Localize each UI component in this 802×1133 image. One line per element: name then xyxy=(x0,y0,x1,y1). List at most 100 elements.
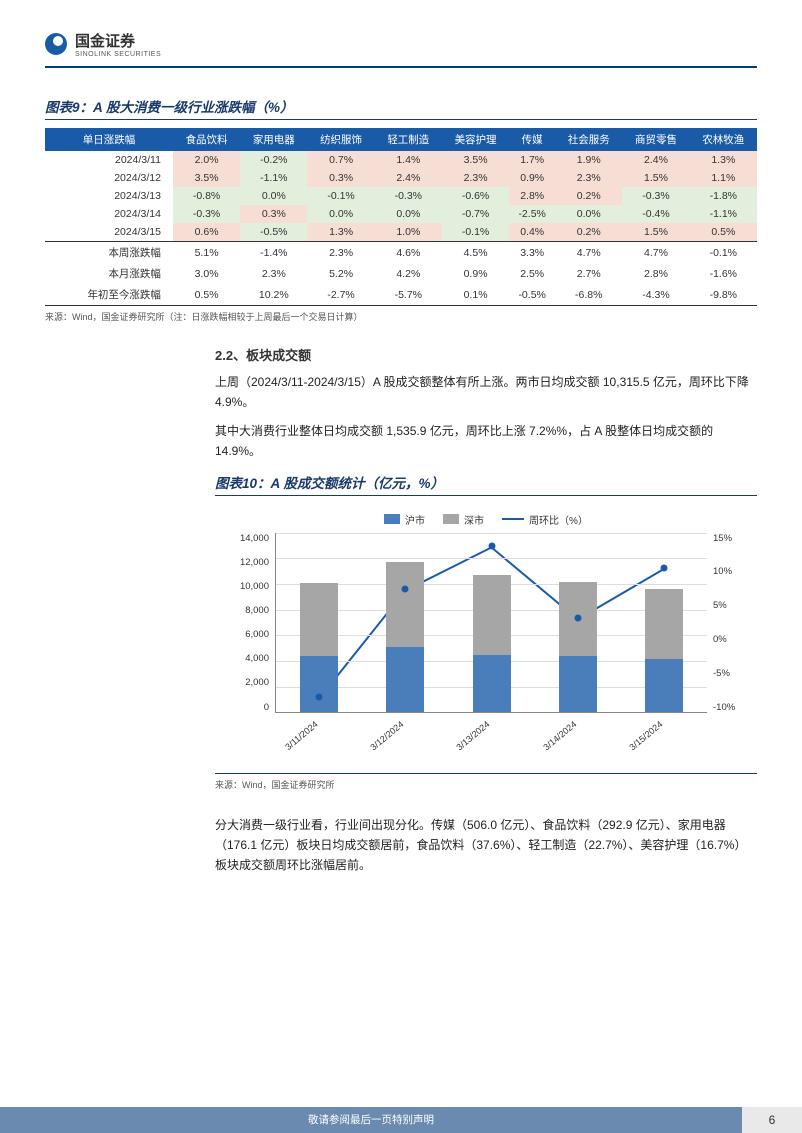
brand-cn: 国金证券 xyxy=(75,30,161,51)
brand-en: SINOLINK SECURITIES xyxy=(75,51,161,58)
data-cell: 3.5% xyxy=(442,151,509,169)
data-cell: 0.6% xyxy=(173,223,240,242)
data-cell: 1.5% xyxy=(622,223,689,242)
bar-hu xyxy=(300,656,338,711)
bar-hu xyxy=(645,659,683,712)
data-cell: 2.3% xyxy=(442,169,509,187)
data-cell: 0.3% xyxy=(240,205,307,223)
data-cell: 1.0% xyxy=(375,223,442,242)
data-cell: -2.7% xyxy=(307,284,374,306)
footer-page-number: 6 xyxy=(742,1107,802,1133)
data-cell: 0.2% xyxy=(555,187,622,205)
data-cell: 4.5% xyxy=(442,242,509,264)
x-tick-label: 3/13/2024 xyxy=(455,719,492,752)
line-point xyxy=(402,586,409,593)
table9-header-cell: 传媒 xyxy=(509,128,555,151)
row-label: 本周涨跌幅 xyxy=(45,242,173,264)
data-cell: 2.3% xyxy=(555,169,622,187)
row-label: 2024/3/13 xyxy=(45,187,173,205)
data-cell: 3.5% xyxy=(173,169,240,187)
data-cell: 5.2% xyxy=(307,263,374,284)
table-summary-row: 年初至今涨跌幅0.5%10.2%-2.7%-5.7%0.1%-0.5%-6.8%… xyxy=(45,284,757,306)
line-point xyxy=(660,564,667,571)
table9-header-cell: 纺织服饰 xyxy=(307,128,374,151)
table-row: 2024/3/14-0.3%0.3%0.0%0.0%-0.7%-2.5%0.0%… xyxy=(45,205,757,223)
y-left-tick: 2,000 xyxy=(225,677,269,688)
data-cell: -0.6% xyxy=(442,187,509,205)
data-cell: 0.5% xyxy=(690,223,757,242)
x-tick-label: 3/11/2024 xyxy=(283,719,320,752)
y-right-tick: -5% xyxy=(713,668,747,679)
data-cell: 1.9% xyxy=(555,151,622,169)
row-label: 2024/3/12 xyxy=(45,169,173,187)
data-cell: -1.1% xyxy=(240,169,307,187)
table-row: 2024/3/112.0%-0.2%0.7%1.4%3.5%1.7%1.9%2.… xyxy=(45,151,757,169)
data-cell: -1.4% xyxy=(240,242,307,264)
line-point xyxy=(488,542,495,549)
bar-shen xyxy=(300,583,338,656)
section-22-head: 2.2、板块成交额 xyxy=(215,345,757,364)
table9-header-cell: 美容护理 xyxy=(442,128,509,151)
row-label: 2024/3/11 xyxy=(45,151,173,169)
data-cell: 1.3% xyxy=(690,151,757,169)
data-cell: 10.2% xyxy=(240,284,307,306)
y-right-tick: 15% xyxy=(713,533,747,544)
legend-shen: 深市 xyxy=(464,512,484,527)
data-cell: -0.3% xyxy=(622,187,689,205)
x-tick-label: 3/12/2024 xyxy=(369,719,406,752)
data-cell: 2.4% xyxy=(375,169,442,187)
after-chart-para: 分大消费一级行业看，行业间出现分化。传媒（506.0 亿元）、食品饮料（292.… xyxy=(215,815,757,876)
data-cell: 0.9% xyxy=(509,169,555,187)
data-cell: 5.1% xyxy=(173,242,240,264)
data-cell: 0.0% xyxy=(555,205,622,223)
x-tick-label: 3/14/2024 xyxy=(541,719,578,752)
data-cell: 2.8% xyxy=(622,263,689,284)
data-cell: 2.5% xyxy=(509,263,555,284)
data-cell: 0.4% xyxy=(509,223,555,242)
data-cell: 0.0% xyxy=(375,205,442,223)
y-left-tick: 14,000 xyxy=(225,533,269,544)
data-cell: 2.8% xyxy=(509,187,555,205)
row-label: 2024/3/14 xyxy=(45,205,173,223)
bar-shen xyxy=(473,575,511,655)
table9-header-cell: 轻工制造 xyxy=(375,128,442,151)
data-cell: 2.3% xyxy=(240,263,307,284)
table-row: 2024/3/123.5%-1.1%0.3%2.4%2.3%0.9%2.3%1.… xyxy=(45,169,757,187)
sinolink-logo-icon xyxy=(45,33,67,55)
table-row: 2024/3/13-0.8%0.0%-0.1% -0.3% -0.6%2.8%0.2… xyxy=(45,187,757,205)
bar-shen xyxy=(645,589,683,658)
brand-block: 国金证券 SINOLINK SECURITIES xyxy=(75,30,161,58)
table9-header-cell: 农林牧渔 xyxy=(690,128,757,151)
data-cell: 0.0% xyxy=(307,205,374,223)
data-cell: -2.5% xyxy=(509,205,555,223)
data-cell: -0.2% xyxy=(240,151,307,169)
legend-hu: 沪市 xyxy=(405,512,425,527)
grid-line xyxy=(276,533,707,534)
bar-shen xyxy=(386,562,424,647)
data-cell: -0.5% xyxy=(509,284,555,306)
table9-header-cell: 社会服务 xyxy=(555,128,622,151)
data-cell: 4.2% xyxy=(375,263,442,284)
data-cell: -4.3% xyxy=(622,284,689,306)
table9-header-cell: 家用电器 xyxy=(240,128,307,151)
data-cell: -0.5% xyxy=(240,223,307,242)
data-cell: -0.8% xyxy=(173,187,240,205)
x-tick-label: 3/15/2024 xyxy=(627,719,664,752)
chart10-legend: 沪市 深市 周环比（%） xyxy=(225,512,747,527)
grid-line xyxy=(276,558,707,559)
page-footer: 敬请参阅最后一页特别声明 6 xyxy=(0,1107,802,1133)
bar-stack xyxy=(473,575,511,711)
bar-hu xyxy=(386,647,424,711)
data-cell: -6.8% xyxy=(555,284,622,306)
data-cell: 0.0% xyxy=(240,187,307,205)
data-cell: 4.7% xyxy=(622,242,689,264)
data-cell: 0.3% xyxy=(307,169,374,187)
table9-header-cell: 商贸零售 xyxy=(622,128,689,151)
data-cell: -0.1% xyxy=(307,187,374,205)
section-22-p1: 上周（2024/3/11-2024/3/15）A 股成交额整体有所上涨。两市日均… xyxy=(215,372,757,413)
data-cell: -1.1% xyxy=(690,205,757,223)
line-point xyxy=(574,614,581,621)
legend-wow: 周环比（%） xyxy=(529,512,588,527)
table-row: 2024/3/150.6%-0.5%1.3%1.0%-0.1%0.4%0.2%1… xyxy=(45,223,757,242)
table9-source: 来源：Wind，国金证券研究所（注：日涨跌幅相较于上周最后一个交易日计算） xyxy=(45,310,757,323)
